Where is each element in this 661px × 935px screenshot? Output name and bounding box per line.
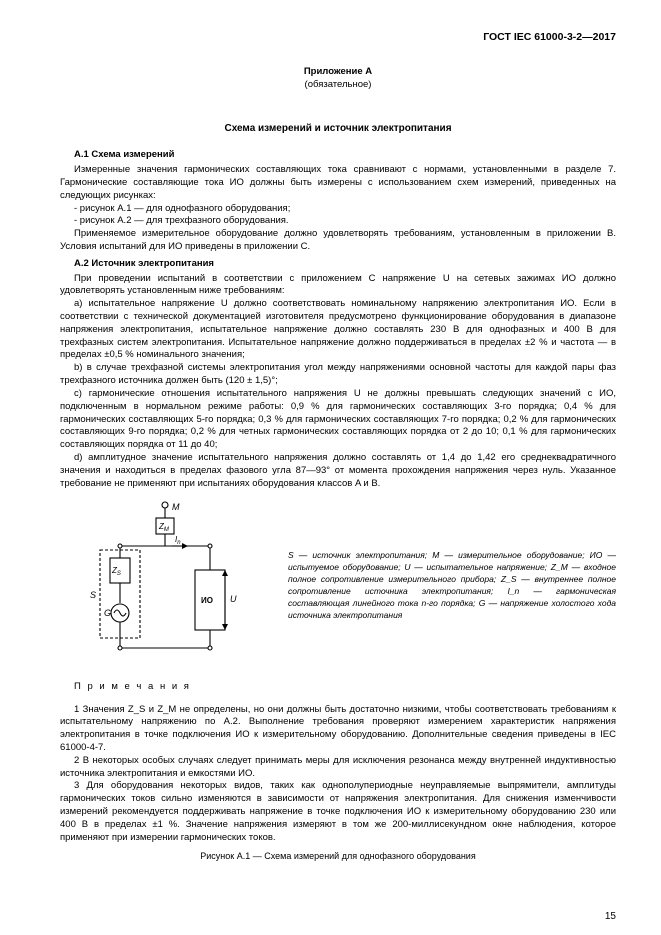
lbl-io: ИО: [201, 596, 213, 605]
figure-caption: Рисунок А.1 — Схема измерений для однофа…: [60, 850, 616, 862]
a1-heading: А.1 Схема измерений: [60, 149, 616, 162]
doc-id: ГОСТ IEC 61000-3-2—2017: [60, 30, 616, 44]
a1-p1: Измеренные значения гармонических состав…: [60, 164, 616, 202]
a2-p1: При проведении испытаний в соответствии …: [60, 273, 616, 299]
a1-li1: - рисунок А.1 — для однофазного оборудов…: [60, 203, 616, 216]
lbl-in: In: [175, 535, 181, 546]
note-3: 3 Для оборудования некоторых видов, таки…: [60, 780, 616, 844]
lbl-u: U: [230, 594, 237, 604]
page-number: 15: [605, 910, 616, 924]
lbl-g: G: [104, 608, 111, 618]
notes-heading: П р и м е ч а н и я: [60, 681, 616, 694]
circuit-diagram: M ZM In ZS S G U ИО: [60, 498, 280, 668]
figure-legend: S — источник электропитания; M — измерит…: [280, 550, 616, 621]
lbl-s: S: [90, 590, 96, 600]
a2-heading: А.2 Источник электропитания: [60, 258, 616, 271]
note-1: 1 Значения Z_S и Z_M не определены, но о…: [60, 704, 616, 755]
figure-a1: M ZM In ZS S G U ИО S — источник электро…: [60, 498, 616, 673]
a2-b: b) в случае трехфазной системы электропи…: [60, 362, 616, 388]
lbl-m: M: [172, 502, 180, 512]
note-2: 2 В некоторых особых случаях следует при…: [60, 755, 616, 781]
main-title: Схема измерений и источник электропитани…: [60, 122, 616, 136]
appendix-kind: (обязательное): [60, 79, 616, 92]
a1-li2: - рисунок А.2 — для трехфазного оборудов…: [60, 215, 616, 228]
a2-a: a) испытательное напряжение U должно соо…: [60, 298, 616, 362]
a1-p2: Применяемое измерительное оборудование д…: [60, 228, 616, 254]
a2-c: c) гармонические отношения испытательног…: [60, 388, 616, 452]
appendix-label: Приложение А: [60, 66, 616, 79]
circuit-svg-wrap: M ZM In ZS S G U ИО: [60, 498, 280, 673]
a2-d: d) амплитудное значение испытательного н…: [60, 452, 616, 490]
